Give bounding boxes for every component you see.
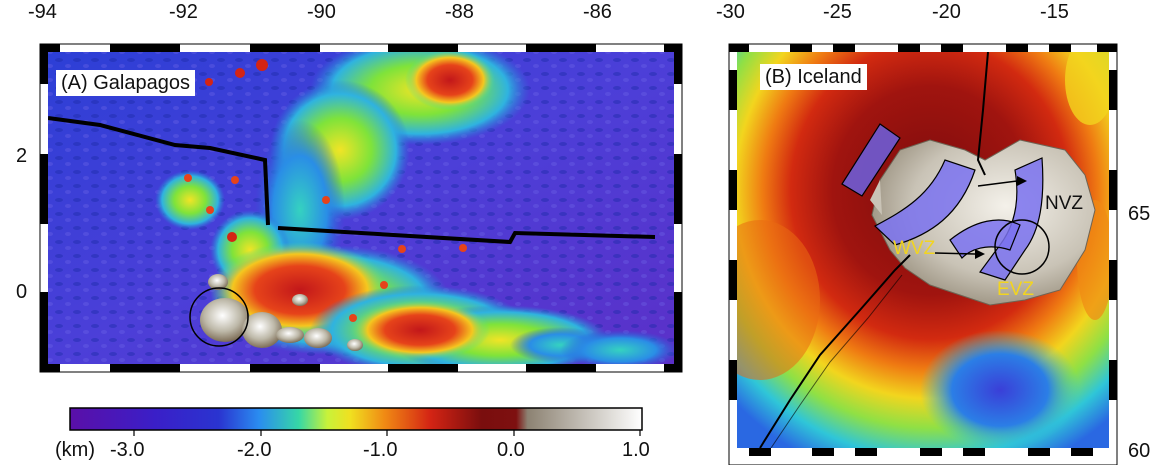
- x-tick-label: -86: [583, 1, 612, 23]
- iceland-bathymetry: [737, 52, 1109, 448]
- colorbar-tick-label: -1.0: [363, 439, 398, 461]
- galapagos-panel-label: (A) Galapagos: [56, 70, 195, 96]
- colorbar-tick-label: -2.0: [237, 439, 272, 461]
- x-tick-label: -94: [28, 1, 57, 23]
- colorbar-tick-label: 1.0: [622, 439, 650, 461]
- colorbar-tick-label: 0.0: [497, 439, 525, 461]
- x-tick-label: -15: [1040, 1, 1069, 23]
- x-tick-label: -88: [445, 1, 474, 23]
- x-tick-label: -30: [716, 1, 745, 23]
- y-tick-label: 60: [1128, 440, 1151, 462]
- y-tick-label: 65: [1128, 203, 1151, 225]
- x-tick-label: -92: [169, 1, 198, 23]
- colorbar-tick-label: -3.0: [110, 439, 145, 461]
- nvz-label: NVZ: [1045, 193, 1083, 214]
- x-tick-label: -90: [307, 1, 336, 23]
- y-tick-label: 0: [16, 281, 28, 303]
- y-tick-label: 2: [16, 145, 28, 167]
- galapagos-bathymetry: [48, 52, 674, 364]
- evz-label: EVZ: [997, 279, 1034, 300]
- x-tick-label: -20: [932, 1, 961, 23]
- colorbar-unit: (km): [55, 439, 95, 461]
- wvz-label: WVZ: [893, 238, 936, 259]
- iceland-panel-label: (B) Iceland: [760, 64, 867, 90]
- x-tick-label: -25: [823, 1, 852, 23]
